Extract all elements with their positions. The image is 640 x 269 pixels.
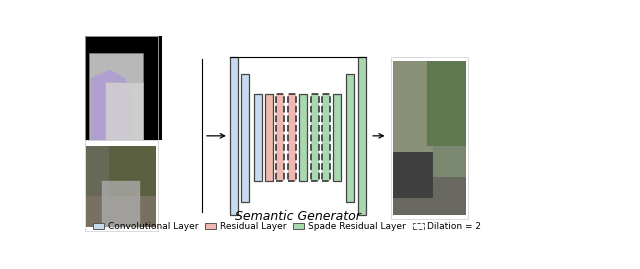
Bar [85,36,158,161]
Bar [300,94,307,181]
Polygon shape [91,70,132,157]
Bar [393,177,467,215]
Bar [230,57,237,215]
Bar [105,82,143,161]
Bar [346,74,354,202]
Text: Semantic Generator: Semantic Generator [236,210,361,223]
Bar [393,61,467,215]
Bar [393,61,433,167]
Bar [322,94,330,181]
Bar [86,196,156,227]
Bar [265,94,273,181]
Bar [85,140,158,231]
Bar [392,57,468,219]
Bar [276,94,284,181]
Bar [102,181,140,227]
Bar [89,53,143,161]
Bar [333,94,341,181]
Bar [428,61,466,146]
Bar [393,153,433,198]
Bar [358,57,366,215]
Bar [241,74,249,202]
Bar [86,146,109,196]
Bar [85,36,162,140]
Bar [288,94,296,181]
Bar [310,94,319,181]
Bar [86,146,156,227]
Legend: Convolutional Layer, Residual Layer, Spade Residual Layer, Dilation = 2: Convolutional Layer, Residual Layer, Spa… [90,219,485,235]
Bar [253,94,262,181]
